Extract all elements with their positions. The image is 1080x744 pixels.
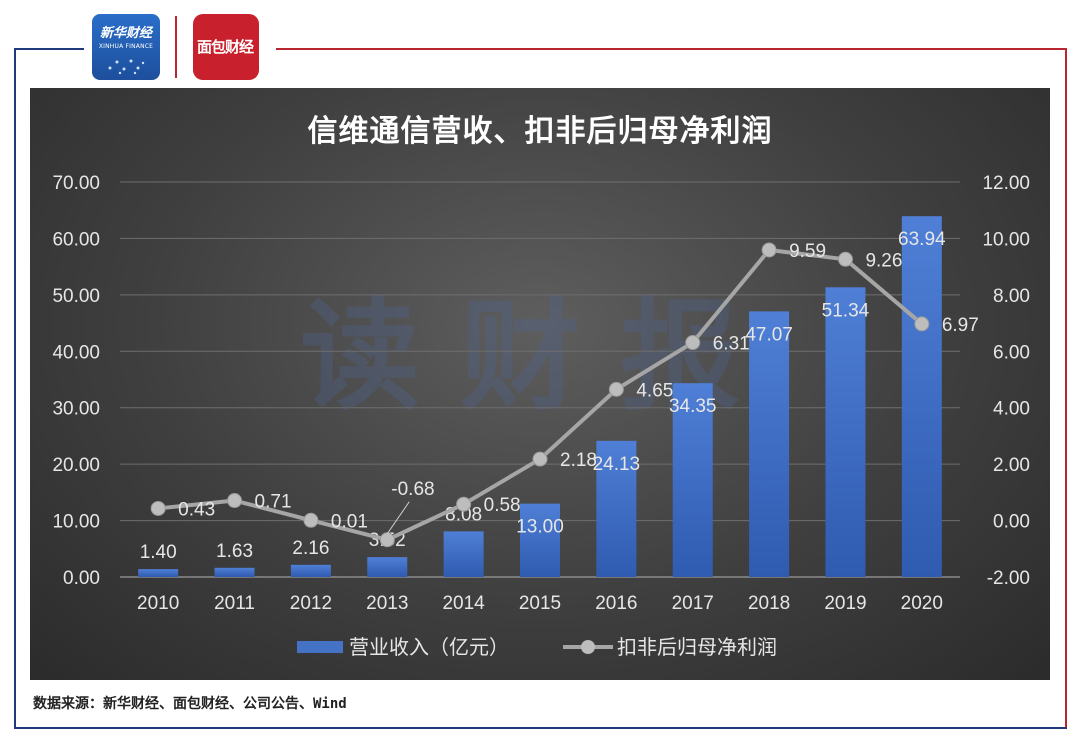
x-axis-tick-label: 2018	[748, 593, 790, 614]
frame-right	[1065, 48, 1067, 729]
left-axis-tick-label: 60.00	[52, 229, 100, 250]
x-axis-tick-label: 2014	[442, 593, 485, 614]
line-data-label: 9.59	[789, 241, 826, 262]
logo-divider	[175, 16, 177, 78]
data-label-leader-line	[386, 501, 410, 535]
line-data-label: 0.58	[484, 495, 521, 516]
line-data-label: 4.65	[636, 380, 673, 401]
right-axis-tick-label: 0.00	[993, 512, 1030, 533]
right-axis-tick-label: 12.00	[982, 173, 1030, 194]
line-data-label: 0.43	[178, 499, 215, 520]
line-data-label: 9.26	[865, 250, 902, 271]
line-data-label: 0.01	[331, 511, 368, 532]
line-point	[685, 335, 701, 351]
bar	[367, 557, 408, 577]
mianbao-logo-text: 面包财经	[197, 38, 254, 56]
x-axis-tick-label: 2013	[366, 593, 408, 614]
right-axis-tick-label: -2.00	[987, 568, 1030, 589]
bar	[443, 531, 484, 577]
right-axis-tick-label: 8.00	[993, 286, 1030, 307]
bar	[138, 569, 179, 577]
bar	[596, 440, 637, 577]
line-data-label: 6.31	[713, 334, 750, 355]
bar-data-label: 2.16	[292, 538, 329, 559]
source-note: 数据来源：新华财经、面包财经、公司公告、Wind	[33, 696, 347, 712]
right-axis-tick-label: 4.00	[993, 399, 1030, 420]
line-point	[532, 451, 548, 467]
line-point	[379, 532, 395, 548]
line-point	[914, 316, 930, 332]
x-axis-tick-label: 2017	[672, 593, 714, 614]
line-data-label: 0.71	[255, 492, 292, 513]
chart-title: 信维通信营收、扣非后归母净利润	[307, 114, 773, 149]
bar	[214, 567, 255, 577]
x-axis-tick-label: 2020	[901, 593, 943, 614]
right-axis-tick-label: 2.00	[993, 455, 1030, 476]
chart-panel	[30, 88, 1050, 680]
line-data-label: 6.97	[942, 315, 979, 336]
left-axis-tick-label: 50.00	[52, 286, 100, 307]
x-axis-tick-label: 2019	[824, 593, 866, 614]
bar	[901, 216, 942, 577]
bar	[825, 287, 866, 577]
bar-data-label: 47.07	[745, 324, 793, 345]
line-point	[150, 500, 166, 516]
legend-line-marker	[581, 640, 595, 654]
xinhua-finance-logo: 新华财经 XINHUA FINANCE	[92, 14, 160, 80]
x-axis-tick-label: 2015	[519, 593, 561, 614]
left-axis-tick-label: 30.00	[52, 399, 100, 420]
left-axis-tick-label: 70.00	[52, 173, 100, 194]
legend-bar-swatch	[297, 641, 343, 653]
right-axis-tick-label: 6.00	[993, 342, 1030, 363]
mianbao-finance-logo: 面包财经	[193, 14, 259, 80]
legend-bar-label: 营业收入（亿元）	[349, 635, 509, 659]
left-axis-tick-label: 20.00	[52, 455, 100, 476]
dots-icon	[108, 59, 145, 75]
x-axis-tick-label: 2011	[214, 593, 255, 614]
bar	[749, 311, 790, 577]
bar-data-label: 63.94	[898, 229, 946, 250]
frame-top-right	[276, 48, 1067, 50]
legend-line-label: 扣非后归母净利润	[617, 635, 777, 659]
bar-data-label: 24.13	[593, 454, 641, 475]
bar	[520, 503, 560, 577]
xinhua-logo-subtitle: XINHUA FINANCE	[98, 43, 154, 50]
line-data-label: 2.18	[560, 450, 597, 471]
xinhua-logo-title: 新华财经	[99, 26, 152, 41]
x-axis-tick-label: 2016	[595, 593, 637, 614]
bar-data-label: 51.34	[822, 300, 870, 321]
x-axis-tick-label: 2012	[290, 593, 332, 614]
line-point	[761, 242, 777, 258]
right-axis-tick-label: 10.00	[982, 229, 1030, 250]
bar	[672, 383, 713, 577]
bar	[290, 564, 331, 577]
frame-bottom	[14, 727, 1067, 729]
line-point	[837, 251, 853, 267]
bar-data-label: 1.63	[216, 541, 253, 562]
line-point	[608, 381, 624, 397]
line-data-label: -0.68	[391, 479, 434, 500]
x-axis-tick-label: 2010	[137, 593, 179, 614]
line-point	[303, 512, 319, 528]
left-axis-tick-label: 10.00	[52, 512, 100, 533]
bar-data-label: 13.00	[516, 517, 564, 538]
bar-data-label: 34.35	[669, 396, 717, 417]
line-point	[227, 493, 243, 509]
frame-top-left	[14, 48, 84, 50]
left-axis-tick-label: 40.00	[52, 342, 100, 363]
line-point	[456, 496, 472, 512]
frame-left	[14, 48, 16, 729]
left-axis-tick-label: 0.00	[63, 568, 100, 589]
bar-data-label: 1.40	[140, 542, 177, 563]
